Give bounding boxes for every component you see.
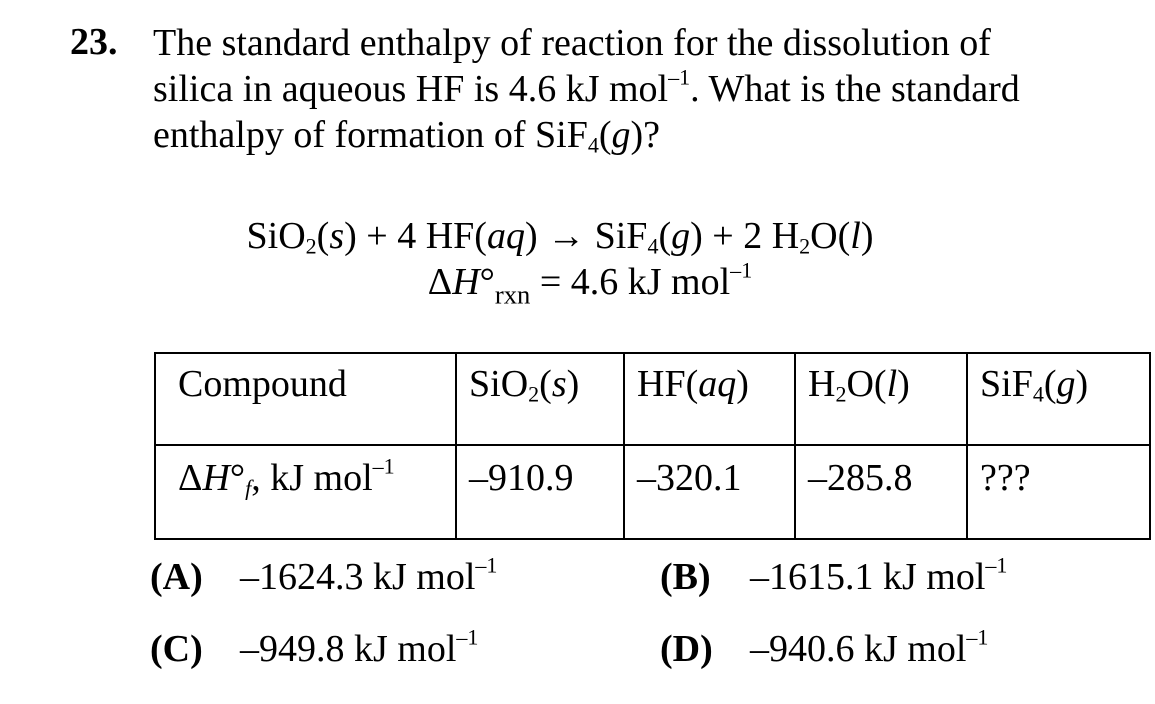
question-text: The standard enthalpy of reaction for th… <box>153 20 1143 158</box>
choice-a-label: (A) <box>150 556 203 598</box>
table-header-label: Compound <box>154 352 457 446</box>
compound-sio2: SiO2(s) <box>455 352 625 446</box>
question-line-3: enthalpy of formation of SiF4(g)? <box>153 114 661 158</box>
choice-a-value: –1624.3 kJ mol <box>240 556 476 598</box>
table-row-label: ΔH°f, kJ mol–1 <box>154 444 457 540</box>
enthalpy-table: Compound SiO2(s) HF(aq) H2O(l) SiF4(g) Δ… <box>154 352 1151 540</box>
choice-b-label: (B) <box>660 556 711 598</box>
choice-c-label: (C) <box>150 628 203 670</box>
value-hf: –320.1 <box>623 444 796 540</box>
choice-b[interactable]: (B) –1615.1 kJ mol–1 <box>660 552 1008 598</box>
reaction-enthalpy: ΔH°rxn = 4.6 kJ mol–1 <box>427 257 753 310</box>
table-value-row: ΔH°f, kJ mol–1 –910.9 –320.1 –285.8 ??? <box>154 444 1151 540</box>
question-line-1: The standard enthalpy of reaction for th… <box>153 22 991 64</box>
value-sif4: ??? <box>966 444 1151 540</box>
choice-a[interactable]: (A) –1624.3 kJ mol–1 <box>150 552 498 598</box>
value-sio2: –910.9 <box>455 444 625 540</box>
compound-hf: HF(aq) <box>623 352 796 446</box>
question-number: 23. <box>70 21 118 63</box>
choice-d-label: (D) <box>660 628 713 670</box>
choice-b-value: –1615.1 kJ mol <box>750 556 986 598</box>
table-header-row: Compound SiO2(s) HF(aq) H2O(l) SiF4(g) <box>154 352 1151 446</box>
compound-sif4: SiF4(g) <box>966 352 1151 446</box>
choice-c[interactable]: (C) –949.8 kJ mol–1 <box>150 624 479 670</box>
choice-d-value: –940.6 kJ mol <box>750 628 967 670</box>
value-h2o: –285.8 <box>794 444 968 540</box>
choice-c-value: –949.8 kJ mol <box>240 628 457 670</box>
reaction-equation: SiO2(s) + 4 HF(aq) → SiF4(g) + 2 H2O(l) <box>246 215 874 259</box>
question-line-2: silica in aqueous HF is 4.6 kJ mol–1. Wh… <box>153 64 1020 110</box>
compound-h2o: H2O(l) <box>794 352 968 446</box>
choice-d[interactable]: (D) –940.6 kJ mol–1 <box>660 624 989 670</box>
